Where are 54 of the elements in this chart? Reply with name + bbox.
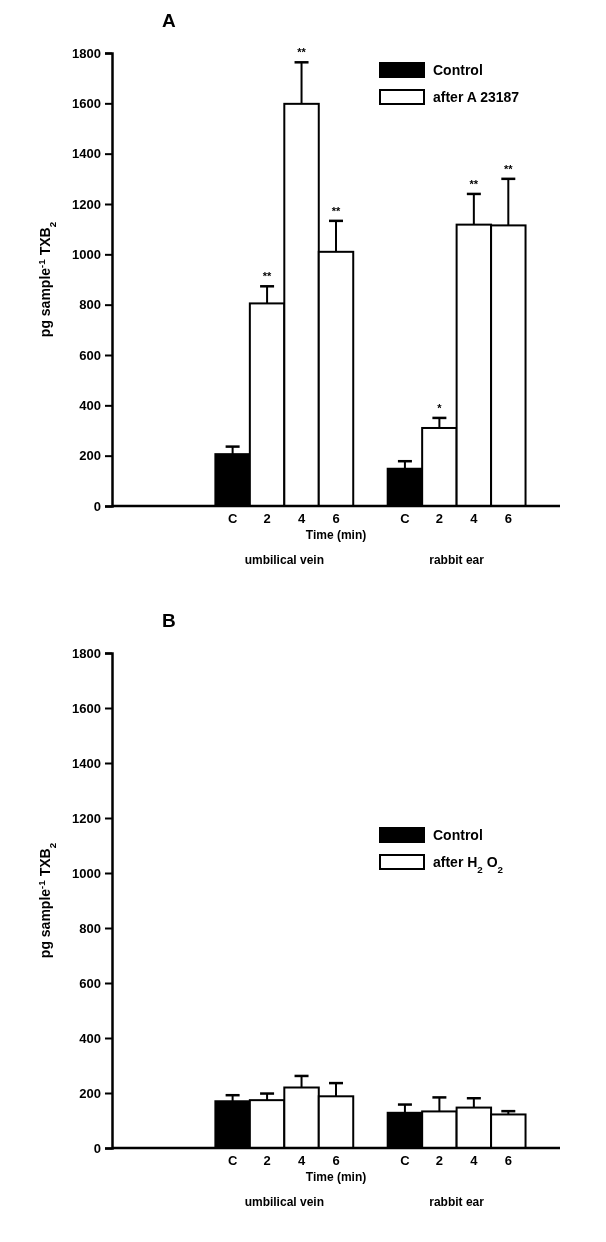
y-tick-label: 1600 [72,700,101,716]
legend-label: after H$_{2}$O$_{2}$ [433,854,504,875]
x-axis-title: Time (min) [305,528,367,542]
x-tick-label: C [400,1153,411,1169]
y-tick-label: 1800 [72,645,101,661]
x-tick-label: 2 [435,1153,443,1169]
x-tick-label: 4 [297,1153,306,1169]
y-tick-label: 1200 [72,810,101,826]
x-tick-label: 2 [435,511,443,527]
x-tick-label: 4 [470,511,479,527]
annotation: ** [331,204,341,217]
annotation: ** [262,270,273,283]
x-tick-label: C [400,511,411,527]
x-tick-label: C [227,511,238,527]
x-tick-label: 6 [504,511,512,527]
y-tick-label: 1400 [72,146,101,162]
y-tick-label: 200 [79,1085,101,1101]
x-axis-title: Time (min) [305,1170,367,1184]
y-tick-label: 1800 [72,45,101,61]
annotation: * [437,401,443,414]
y-tick-label: 400 [79,1030,101,1046]
annotation: ** [469,177,479,190]
y-tick-label: 1000 [72,865,101,881]
y-tick-label: 1000 [72,246,101,262]
y-tick-label: 1400 [72,755,101,771]
text: rabbit ear [429,553,485,567]
x-tick-label: 4 [297,511,306,527]
y-tick-label: 0 [93,1140,101,1156]
y-tick-label: 1200 [72,196,101,212]
x-tick-label: 6 [332,511,340,527]
y-tick-label: 800 [79,920,101,936]
y-tick-label: 800 [79,297,101,313]
legend-label: after A 23187 [433,89,520,105]
x-tick-label: 6 [332,1153,340,1169]
x-tick-label: 6 [504,1153,512,1169]
legend-label: Control [433,62,483,78]
y-tick-label: 600 [79,347,101,363]
y-tick-label: 600 [79,975,101,991]
legend-label: Control [433,827,483,843]
annotation: ** [297,46,307,59]
x-tick-label: C [227,1153,238,1169]
x-tick-label: 2 [263,511,271,527]
y-tick-label: 0 [93,498,101,514]
chart-title: B [162,610,176,631]
annotation: ** [504,162,514,175]
text: umbilical vein [244,553,324,567]
y-tick-label: 200 [79,448,101,464]
chart-title: A [162,10,176,31]
text: rabbit ear [429,1195,485,1209]
y-tick-label: 1600 [72,95,101,111]
text: umbilical vein [244,1195,324,1209]
x-tick-label: 2 [263,1153,271,1169]
y-tick-label: 400 [79,397,101,413]
x-tick-label: 4 [470,1153,479,1169]
